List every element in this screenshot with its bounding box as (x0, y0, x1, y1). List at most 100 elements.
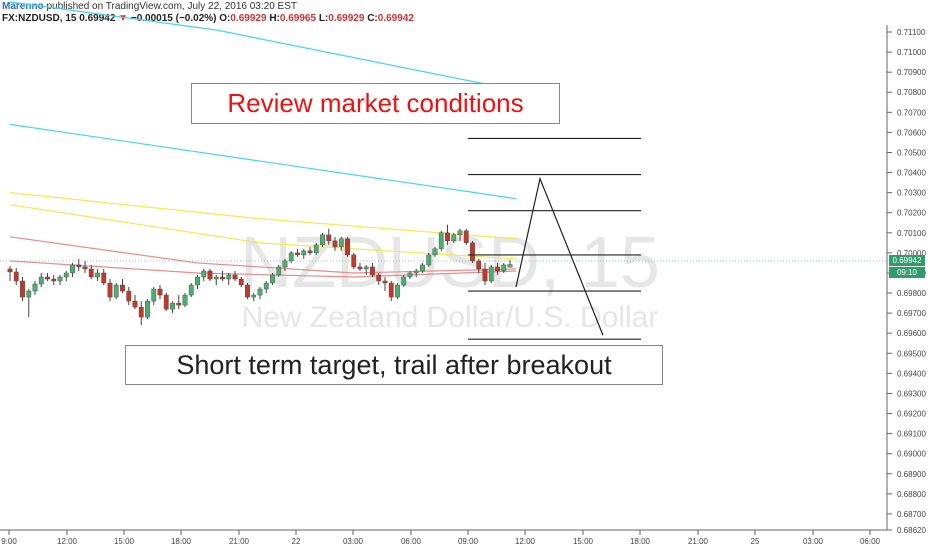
price-tick-label: 0.69700 (897, 309, 926, 318)
candles (7, 224, 513, 326)
candle-body (370, 266, 375, 276)
candle-body (20, 280, 25, 298)
publish-info: Marenno published on TradingView.com, Ju… (2, 1, 297, 12)
close-value: 0.69942 (377, 13, 414, 24)
time-tick-label: 18:00 (630, 537, 651, 546)
candle-body (295, 252, 300, 256)
candle-body (351, 254, 357, 268)
price-tick-label: 0.70800 (897, 88, 926, 97)
moving-average-line (9, 123, 517, 200)
price-tick-label: 0.70500 (897, 148, 926, 157)
target-note[interactable]: Short term target, trail after breakout (125, 345, 663, 385)
moving-average-line (9, 236, 517, 274)
open-value: 0.69929 (230, 13, 267, 24)
price-tick-label: 0.68800 (897, 490, 926, 499)
candle-body (382, 280, 388, 284)
candle-body (207, 270, 213, 280)
time-tick-label: 15:00 (573, 537, 594, 546)
price-tick-label: 0.69600 (897, 329, 926, 338)
moving-average-line (9, 204, 517, 260)
author-name[interactable]: Marenno (2, 1, 44, 12)
bar-countdown-tag: 09:10 (889, 267, 925, 278)
candle-body (332, 240, 338, 248)
candle-body (357, 266, 363, 270)
watermark-description: New Zealand Dollar/U.S. Dollar (242, 301, 659, 334)
candle-body (157, 288, 163, 296)
candle-body (151, 288, 157, 302)
moving-average-line (9, 192, 517, 240)
candle-body (363, 266, 369, 270)
moving-averages (9, 1, 517, 278)
price-axis-ticks: 0.71100 0.71000 0.70900 0.70800 0.70700 0.706… (887, 28, 926, 535)
candle-body (226, 274, 232, 280)
time-axis-ticks: 9:00 12:00 15:00 18:00 21:00 22 03:00 06:00 09:0… (1, 530, 881, 546)
candle-body (388, 282, 394, 298)
time-tick-label: 03:00 (343, 537, 364, 546)
candle-body (101, 272, 107, 284)
high-label: H: (269, 13, 280, 24)
candle-body (170, 302, 175, 310)
candle-body (45, 276, 50, 280)
candle-body (76, 264, 82, 268)
candle-body (457, 230, 463, 236)
candle-body (95, 272, 100, 278)
review-note[interactable]: Review market conditions (191, 83, 560, 124)
candle-body (132, 300, 138, 308)
candle-body (263, 282, 269, 290)
time-tick-label: 9:00 (1, 537, 17, 546)
price-change: −0.00015 (−0.02%) (130, 13, 217, 24)
price-tick-label: 0.68620 (897, 526, 926, 535)
time-tick-label: 21:00 (229, 537, 250, 546)
candle-body (313, 244, 319, 254)
candle-body (213, 276, 219, 280)
price-tick-label: 0.70600 (897, 128, 926, 137)
price-tick-label: 0.69100 (897, 430, 926, 439)
candle-body (113, 284, 119, 298)
candle-body (451, 234, 457, 242)
high-value: 0.69965 (279, 13, 317, 24)
price-tick-label: 0.70700 (897, 108, 926, 117)
candle-body (376, 274, 382, 282)
time-tick-label: 22 (292, 537, 301, 546)
price-tick-label: 0.69800 (897, 289, 926, 298)
candle-body (188, 284, 194, 296)
candle-body (163, 294, 169, 310)
candle-body (407, 272, 413, 278)
candle-body (257, 288, 263, 296)
moving-average-line (9, 1, 217, 31)
price-tick-label: 0.68900 (897, 470, 926, 479)
price-tick-label: 0.70100 (897, 229, 926, 238)
candle-body (426, 254, 432, 266)
publish-date: published on TradingView.com, July 22, 2… (46, 1, 297, 12)
candle-body (276, 266, 282, 276)
ohlc-legend: FX:NZDUSD, 15 0.69942 ▼ −0.00015 (−0.02%… (2, 13, 414, 24)
candle-body (82, 266, 88, 270)
price-tick-label: 0.69300 (897, 389, 926, 398)
candle-body (401, 276, 407, 286)
price-tick-label: 0.71100 (897, 28, 926, 37)
candle-body (88, 268, 94, 278)
candle-body (495, 266, 500, 272)
time-tick-label: 21:00 (688, 537, 709, 546)
candle-body (251, 294, 257, 298)
time-tick-label: 06:00 (860, 537, 881, 546)
horizontal-levels (468, 137, 641, 340)
candle-body (338, 238, 344, 248)
last-price-tag: 0.69942 (889, 255, 925, 266)
candle-body (126, 290, 132, 302)
time-tick-label: 18:00 (171, 537, 192, 546)
candle-body (32, 283, 38, 292)
candle-body (270, 274, 275, 284)
price-tick-label: 0.70400 (897, 169, 926, 178)
candle-body (507, 264, 513, 268)
candle-body (445, 232, 450, 242)
low-value: 0.69929 (328, 13, 365, 24)
price-tick-label: 0.69500 (897, 349, 926, 358)
candle-body (51, 278, 57, 282)
candle-body (57, 276, 63, 282)
candle-body (476, 260, 482, 270)
candle-body (120, 284, 125, 292)
candle-body (70, 264, 75, 274)
down-arrow-icon: ▼ (118, 13, 129, 24)
